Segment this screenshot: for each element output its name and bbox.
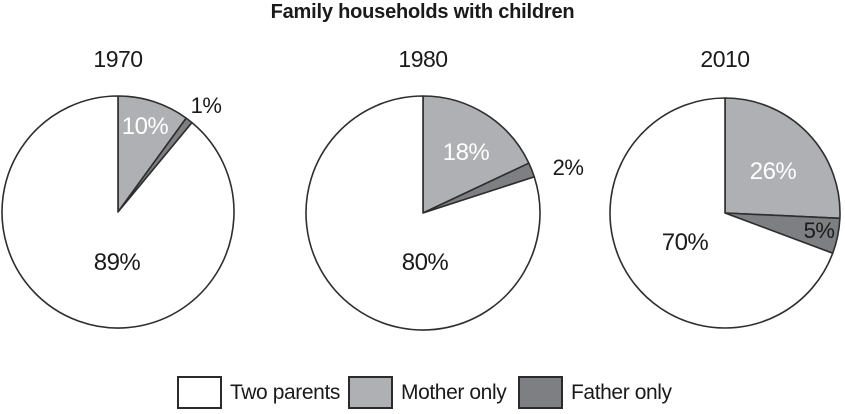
chart-title: Family households with children: [270, 1, 575, 23]
pie-slice-two-parents: [305, 95, 541, 331]
label-mother-only-2010: 26%: [749, 158, 797, 185]
year-label-2010: 2010: [700, 46, 750, 72]
label-two-parents-1970: 89%: [93, 249, 141, 276]
pie-slice-two-parents: [1, 95, 235, 329]
pie-1980: [305, 95, 541, 331]
label-father-only-2010: 5%: [803, 218, 835, 243]
legend-label-father-only: Father only: [571, 380, 672, 404]
pie-slice-two-parents: [609, 97, 834, 329]
label-mother-only-1980: 18%: [442, 139, 490, 166]
pie-1970: [1, 95, 235, 329]
two-parents-swatch-icon: [177, 376, 222, 409]
year-label-1980: 1980: [398, 46, 448, 72]
legend-item-mother-only: Mother only: [348, 376, 507, 409]
label-two-parents-2010: 70%: [661, 229, 709, 256]
legend-label-mother-only: Mother only: [401, 380, 507, 404]
year-label-1970: 1970: [93, 46, 143, 72]
father-only-swatch-icon: [518, 376, 563, 409]
pie-slice-mother-only: [117, 95, 187, 213]
label-two-parents-1980: 80%: [401, 249, 449, 276]
legend-label-two-parents: Two parents: [230, 380, 340, 404]
legend-item-two-parents: Two parents: [177, 376, 340, 409]
mother-only-swatch-icon: [348, 376, 393, 409]
pie-2010: [609, 97, 841, 329]
legend-item-father-only: Father only: [518, 376, 672, 409]
label-father-only-1980: 2%: [552, 155, 584, 180]
label-father-only-1970: 1%: [190, 93, 222, 118]
label-mother-only-1970: 10%: [121, 113, 169, 140]
pie-slice-mother-only: [422, 95, 530, 214]
pie-slice-mother-only: [724, 97, 841, 220]
